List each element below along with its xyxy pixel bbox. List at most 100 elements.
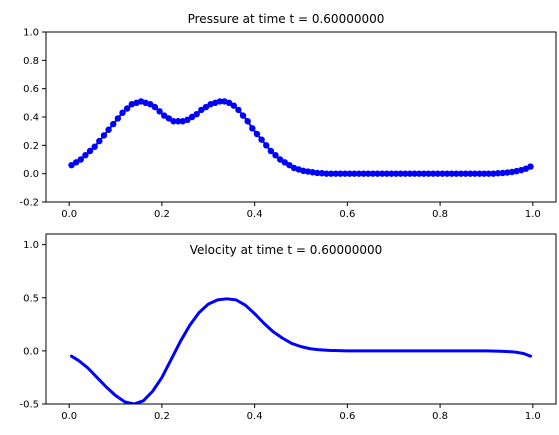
velocity-y-tick-label: -0.5: [19, 400, 39, 411]
pressure-data-point: [68, 161, 75, 169]
pressure-data-point: [198, 106, 205, 114]
pressure-data-point: [184, 116, 191, 124]
pressure-data-point: [490, 170, 497, 177]
pressure-data-point: [110, 120, 117, 128]
pressure-data-point: [147, 101, 154, 108]
velocity-y-tick-label: 1.0: [23, 240, 39, 251]
pressure-y-tick-label: 0.4: [23, 113, 39, 124]
pressure-data-point: [267, 147, 275, 155]
pressure-data-point: [406, 170, 414, 177]
pressure-data-point: [369, 170, 377, 177]
pressure-data-point: [420, 170, 428, 177]
pressure-data-point: [434, 170, 441, 177]
pressure-data-point: [82, 152, 89, 159]
pressure-data-point: [202, 103, 210, 111]
pressure-data-point: [499, 169, 506, 177]
pressure-data-point: [337, 170, 344, 177]
pressure-data-point: [230, 102, 237, 109]
pressure-x-tick-label: 0.6: [339, 209, 355, 220]
pressure-data-point: [276, 156, 284, 163]
pressure-marks: [68, 98, 534, 177]
pressure-data-point: [263, 142, 270, 149]
velocity-title: Velocity at time t = 0.60000000: [190, 243, 383, 257]
pressure-x-tick-label: 0.8: [432, 209, 448, 220]
pressure-data-point: [388, 170, 395, 177]
pressure-data-point: [253, 130, 261, 138]
pressure-data-point: [235, 106, 242, 114]
pressure-data-point: [453, 170, 460, 177]
pressure-data-point: [72, 159, 80, 166]
pressure-data-point: [425, 170, 432, 177]
pressure-y-ticks: -0.2 0.0 0.2 0.4 0.6 0.8 1.0: [19, 28, 46, 209]
pressure-y-tick-label: -0.2: [19, 198, 39, 209]
pressure-data-point: [100, 132, 108, 139]
pressure-data-point: [494, 170, 502, 177]
velocity-y-tick-label: 0.5: [23, 293, 39, 304]
pressure-data-point: [351, 170, 358, 177]
pressure-data-point: [244, 118, 251, 125]
pressure-data-point: [411, 170, 418, 177]
velocity-series-line: [70, 297, 532, 404]
pressure-data-point: [77, 156, 84, 163]
pressure-data-point: [174, 118, 182, 125]
pressure-data-point: [467, 170, 474, 177]
pressure-y-tick-label: 0.6: [23, 84, 39, 95]
pressure-data-point: [402, 170, 409, 177]
pressure-plot: Pressure at time t = 0.60000000 0.0 0.2 0.…: [19, 12, 557, 220]
pressure-y-tick-label: 0.0: [23, 169, 39, 180]
pressure-data-point: [216, 98, 224, 105]
pressure-data-point: [96, 137, 103, 145]
velocity-x-tick-label: 0.4: [247, 411, 263, 422]
pressure-data-point: [527, 163, 534, 170]
velocity-marks: [70, 297, 532, 404]
pressure-data-point: [355, 170, 363, 177]
velocity-x-tick-label: 0.2: [154, 411, 170, 422]
pressure-data-point: [327, 170, 335, 177]
pressure-data-point: [249, 125, 256, 132]
pressure-data-point: [193, 110, 200, 118]
pressure-data-point: [392, 170, 400, 177]
pressure-data-point: [314, 169, 321, 177]
pressure-x-ticks: 0.0 0.2 0.4 0.6 0.8 1.0: [61, 202, 541, 220]
velocity-x-ticks: 0.0 0.2 0.4 0.6 0.8 1.0: [61, 404, 541, 422]
pressure-data-point: [457, 170, 465, 177]
pressure-data-point: [365, 170, 372, 177]
pressure-data-point: [188, 113, 196, 121]
pressure-data-point: [374, 170, 381, 177]
pressure-data-point: [383, 170, 390, 177]
pressure-data-point: [318, 170, 326, 177]
pressure-data-point: [360, 170, 367, 177]
pressure-data-point: [123, 105, 131, 112]
pressure-data-point: [156, 108, 163, 115]
pressure-data-point: [105, 126, 112, 133]
pressure-x-tick-label: 0.4: [247, 209, 263, 220]
pressure-data-point: [286, 161, 293, 169]
pressure-data-point: [161, 112, 168, 119]
pressure-data-point: [281, 159, 288, 166]
pressure-data-point: [151, 103, 159, 111]
pressure-data-point: [239, 112, 247, 119]
pressure-data-point: [443, 170, 451, 177]
velocity-x-tick-label: 0.0: [61, 411, 77, 422]
pressure-data-point: [346, 170, 353, 177]
pressure-y-tick-label: 0.2: [23, 141, 39, 152]
pressure-data-point: [471, 170, 479, 177]
pressure-x-tick-label: 1.0: [525, 209, 541, 220]
pressure-data-point: [114, 115, 122, 122]
velocity-y-ticks: -0.5 0.0 0.5 1.0: [19, 240, 46, 411]
pressure-data-point: [332, 170, 339, 177]
pressure-data-point: [485, 170, 492, 177]
pressure-y-tick-label: 1.0: [23, 28, 39, 39]
pressure-data-point: [170, 118, 177, 125]
pressure-x-tick-label: 0.0: [61, 209, 77, 220]
pressure-data-point: [462, 170, 469, 177]
pressure-data-point: [378, 170, 386, 177]
pressure-data-point: [165, 115, 173, 122]
pressure-data-point: [480, 170, 488, 177]
pressure-title: Pressure at time t = 0.60000000: [188, 12, 385, 26]
pressure-data-point: [323, 170, 330, 177]
velocity-x-tick-label: 1.0: [525, 411, 541, 422]
pressure-data-point: [416, 170, 423, 177]
